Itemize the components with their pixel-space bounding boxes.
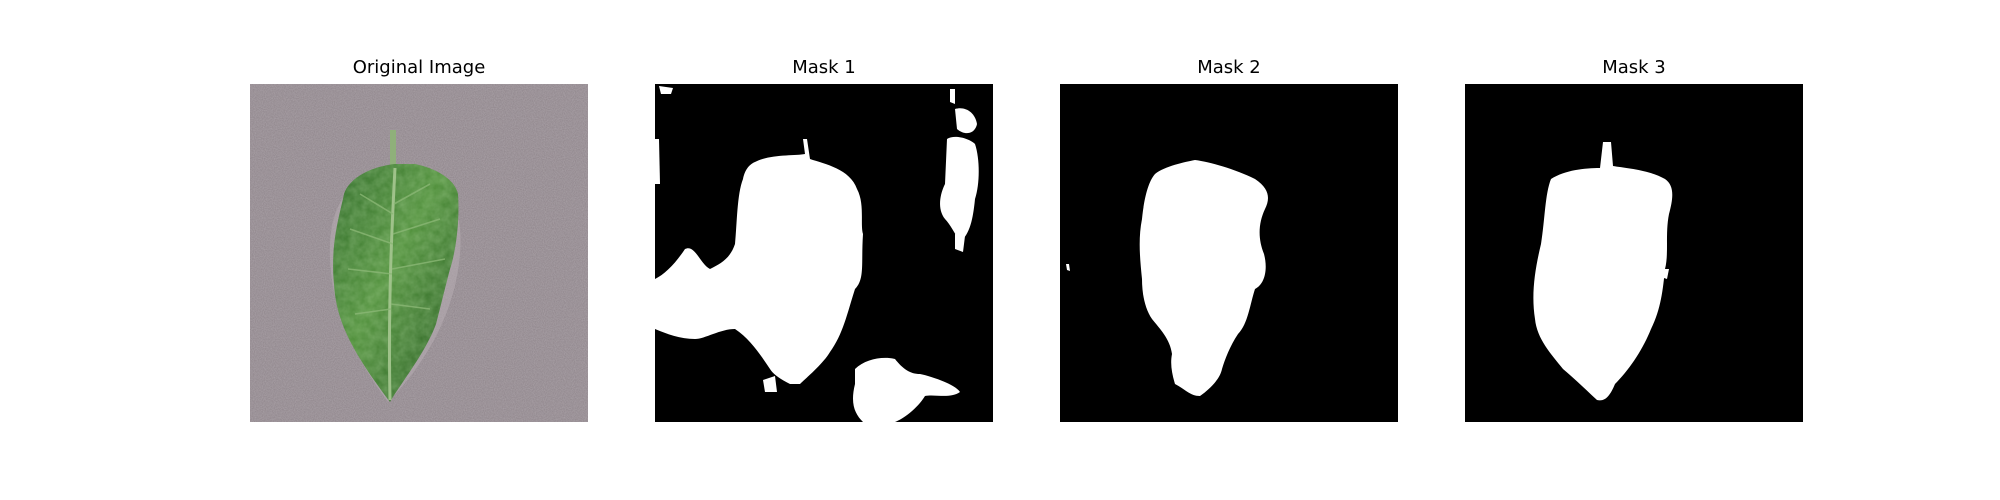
panel-title: Original Image bbox=[352, 57, 486, 78]
mask-2-image bbox=[1060, 84, 1398, 422]
original-image-panel: Original Image bbox=[250, 0, 588, 500]
mask-1-panel: Mask 1 bbox=[655, 0, 993, 500]
original-leaf-image bbox=[250, 84, 588, 422]
mask-3-panel: Mask 3 bbox=[1465, 0, 1803, 500]
panel-title: Mask 2 bbox=[1197, 57, 1261, 78]
panel-title: Mask 1 bbox=[792, 57, 856, 78]
mask-3-image bbox=[1465, 84, 1803, 422]
mask-1-image bbox=[655, 84, 993, 422]
panel-title: Mask 3 bbox=[1602, 57, 1666, 78]
mask-2-panel: Mask 2 bbox=[1060, 0, 1398, 500]
